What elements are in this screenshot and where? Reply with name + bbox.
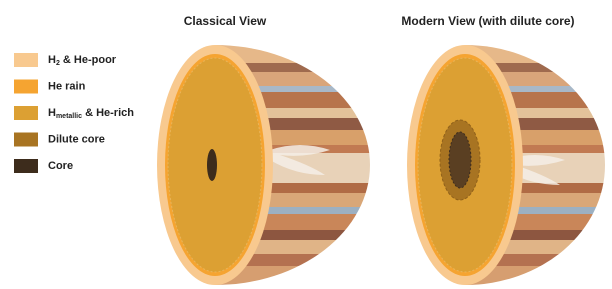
core (449, 132, 471, 188)
legend-label: Hmetallic & He-rich (48, 107, 134, 120)
legend: H2 & He-poor He rain Hmetallic & He-rich Di… (14, 53, 134, 173)
title: Modern View (with dilute core) (401, 14, 574, 28)
label-part: Core (48, 160, 73, 172)
planet-modern (407, 45, 605, 285)
legend-swatch (14, 159, 38, 173)
label-part: Dilute core (48, 133, 105, 145)
legend-swatch (14, 53, 38, 67)
label-part: H (48, 54, 56, 66)
legend-label: Dilute core (48, 133, 105, 145)
core (207, 149, 217, 181)
label-part: & He-poor (60, 54, 117, 66)
diagram: Classical View Modern View (with dilute … (0, 0, 612, 289)
legend-label: He rain (48, 80, 86, 92)
title: Classical View (184, 14, 267, 28)
label-part: H (48, 107, 56, 119)
planet-classical (157, 45, 370, 285)
label-part: & He-rich (82, 107, 134, 119)
legend-swatch (14, 133, 38, 147)
legend-swatch (14, 80, 38, 94)
subscript: metallic (56, 113, 82, 120)
legend-label: Core (48, 160, 73, 172)
label-part: He rain (48, 80, 86, 92)
legend-label: H2 & He-poor (48, 54, 117, 67)
legend-swatch (14, 106, 38, 120)
